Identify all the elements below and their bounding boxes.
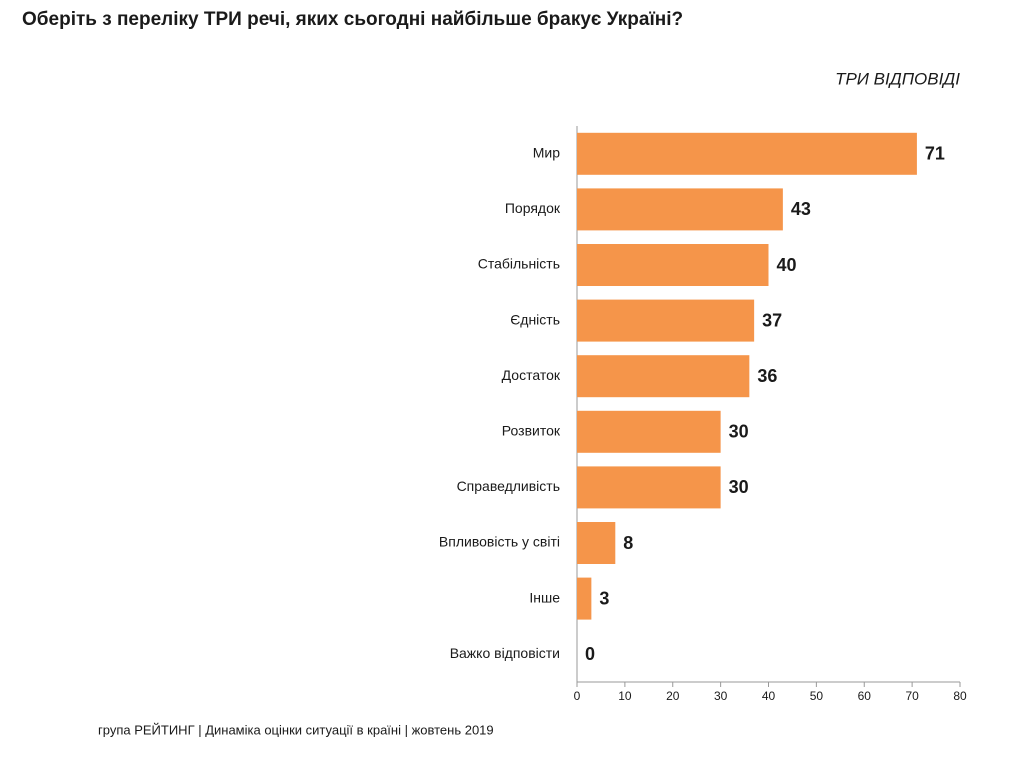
- y-tick-label: Мир: [533, 145, 560, 161]
- value-label: 0: [585, 644, 595, 664]
- y-tick-label: Розвиток: [502, 423, 561, 439]
- bar: [577, 410, 721, 453]
- y-tick-label: Справедливість: [457, 478, 560, 494]
- bar: [577, 522, 616, 564]
- y-tick-label: Впливовість у світі: [439, 534, 560, 550]
- y-tick-label: Важко відповісти: [450, 645, 560, 661]
- bar: [577, 244, 769, 286]
- value-label: 36: [757, 366, 777, 386]
- x-tick-label: 70: [905, 689, 919, 703]
- y-tick-label: Порядок: [505, 200, 561, 216]
- bar: [577, 577, 592, 620]
- bar: [577, 355, 750, 398]
- value-label: 37: [762, 310, 782, 330]
- x-tick-label: 30: [714, 689, 728, 703]
- value-label: 3: [599, 588, 609, 608]
- x-tick-label: 10: [618, 689, 632, 703]
- y-tick-label: Єдність: [510, 311, 560, 327]
- value-label: 30: [729, 422, 749, 442]
- chart-title: Оберіть з переліку ТРИ речі, яких сьогод…: [22, 9, 683, 30]
- footer: група РЕЙТИНГ | Динаміка оцінки ситуації…: [98, 722, 494, 737]
- x-tick-label: 80: [953, 689, 967, 703]
- x-tick-label: 40: [762, 689, 776, 703]
- y-tick-label: Достаток: [502, 367, 561, 383]
- x-tick-label: 0: [574, 689, 581, 703]
- x-tick-label: 60: [858, 689, 872, 703]
- y-tick-label: Стабільність: [478, 256, 560, 272]
- bar: [577, 466, 721, 509]
- x-tick-label: 20: [666, 689, 680, 703]
- value-label: 71: [925, 144, 945, 164]
- bar: [577, 132, 917, 175]
- bar: [577, 188, 783, 231]
- bar: [577, 299, 755, 342]
- value-label: 43: [791, 199, 811, 219]
- x-tick-label: 50: [810, 689, 824, 703]
- value-label: 40: [777, 255, 797, 275]
- value-label: 8: [623, 533, 633, 553]
- chart-subtitle: ТРИ ВІДПОВІДІ: [835, 69, 960, 88]
- value-label: 30: [729, 477, 749, 497]
- y-tick-label: Інше: [529, 589, 560, 605]
